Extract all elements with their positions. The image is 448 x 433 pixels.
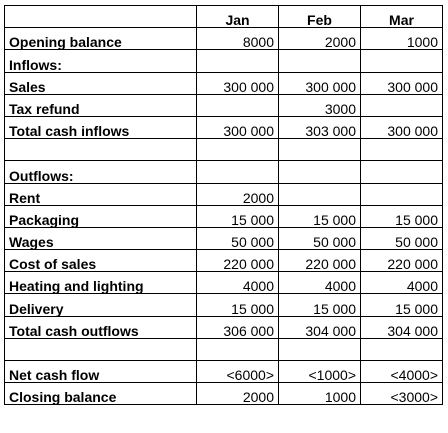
cell-jan: 300 000 — [196, 115, 279, 140]
cell-feb: 50 000 — [278, 226, 361, 251]
cell-jan: 2000 — [196, 182, 279, 206]
row-label: Packaging — [4, 204, 197, 228]
row-net-cash-flow: Net cash flow <6000> <1000> <4000> — [4, 359, 443, 384]
cell-mar: 50 000 — [360, 226, 443, 251]
cell-feb — [278, 49, 361, 73]
row-wages: Wages 50 000 50 000 50 000 — [4, 226, 443, 251]
cell-mar: 15 000 — [360, 204, 443, 228]
cell-mar — [360, 93, 443, 117]
row-label: Rent — [4, 182, 197, 206]
cell-mar — [360, 182, 443, 206]
row-label: Closing balance — [4, 382, 197, 406]
cell-mar: 300 000 — [360, 115, 443, 140]
cell-mar: 4000 — [360, 271, 443, 295]
row-label: Outflows: — [4, 160, 197, 184]
header-corner — [4, 4, 197, 29]
row-cost-of-sales: Cost of sales 220 000 220 000 220 000 — [4, 249, 443, 273]
cell-jan — [196, 160, 279, 184]
row-label — [4, 138, 197, 162]
cell-mar: <4000> — [360, 359, 443, 384]
cell-mar — [360, 49, 443, 73]
cell-feb: 4000 — [278, 271, 361, 295]
cell-mar: 300 000 — [360, 71, 443, 95]
cell-jan: 2000 — [196, 382, 279, 406]
header-row: Jan Feb Mar — [4, 4, 443, 29]
cell-mar — [360, 138, 443, 162]
cell-feb: <1000> — [278, 359, 361, 384]
row-total-cash-inflows: Total cash inflows 300 000 303 000 300 0… — [4, 115, 443, 140]
cell-jan: 15 000 — [196, 293, 279, 317]
row-label: Cost of sales — [4, 249, 197, 273]
cell-mar: <3000> — [360, 382, 443, 406]
cell-feb: 15 000 — [278, 293, 361, 317]
row-sales: Sales 300 000 300 000 300 000 — [4, 71, 443, 95]
cell-jan: 306 000 — [196, 315, 279, 339]
row-label — [4, 337, 197, 362]
cell-jan: 8000 — [196, 27, 279, 51]
cell-feb: 2000 — [278, 27, 361, 51]
row-label: Sales — [4, 71, 197, 95]
row-spacer — [4, 337, 443, 362]
row-label: Heating and lighting — [4, 271, 197, 295]
cell-mar: 304 000 — [360, 315, 443, 339]
cell-jan: <6000> — [196, 359, 279, 384]
cell-feb: 300 000 — [278, 71, 361, 95]
cell-feb: 304 000 — [278, 315, 361, 339]
column-header-feb: Feb — [278, 4, 361, 29]
column-header-jan: Jan — [196, 4, 279, 29]
cell-feb — [278, 182, 361, 206]
cell-jan: 15 000 — [196, 204, 279, 228]
cell-feb — [278, 138, 361, 162]
row-label: Wages — [4, 226, 197, 251]
cell-feb: 15 000 — [278, 204, 361, 228]
row-rent: Rent 2000 — [4, 182, 443, 206]
cell-jan — [196, 49, 279, 73]
cell-mar: 15 000 — [360, 293, 443, 317]
row-delivery: Delivery 15 000 15 000 15 000 — [4, 293, 443, 317]
cell-feb — [278, 337, 361, 362]
row-outflows-heading: Outflows: — [4, 160, 443, 184]
row-label: Total cash inflows — [4, 115, 197, 140]
row-label: Tax refund — [4, 93, 197, 117]
cell-jan: 50 000 — [196, 226, 279, 251]
row-total-cash-outflows: Total cash outflows 306 000 304 000 304 … — [4, 315, 443, 339]
row-label: Opening balance — [4, 27, 197, 51]
row-label: Inflows: — [4, 49, 197, 73]
cell-feb: 303 000 — [278, 115, 361, 140]
column-header-mar: Mar — [360, 4, 443, 29]
row-tax-refund: Tax refund 3000 — [4, 93, 443, 117]
cell-mar — [360, 337, 443, 362]
row-label: Net cash flow — [4, 359, 197, 384]
row-label: Delivery — [4, 293, 197, 317]
cash-flow-table: Jan Feb Mar Opening balance 8000 2000 10… — [4, 4, 443, 406]
cell-jan: 220 000 — [196, 249, 279, 273]
cell-feb: 1000 — [278, 382, 361, 406]
cell-feb — [278, 160, 361, 184]
cell-mar: 1000 — [360, 27, 443, 51]
cell-jan — [196, 93, 279, 117]
cell-mar — [360, 160, 443, 184]
cell-mar: 220 000 — [360, 249, 443, 273]
cell-feb: 3000 — [278, 93, 361, 117]
cell-jan: 300 000 — [196, 71, 279, 95]
cell-jan — [196, 337, 279, 362]
row-opening-balance: Opening balance 8000 2000 1000 — [4, 27, 443, 51]
row-closing-balance: Closing balance 2000 1000 <3000> — [4, 382, 443, 406]
cell-feb: 220 000 — [278, 249, 361, 273]
row-heating-and-lighting: Heating and lighting 4000 4000 4000 — [4, 271, 443, 295]
cell-jan: 4000 — [196, 271, 279, 295]
row-label: Total cash outflows — [4, 315, 197, 339]
row-inflows-heading: Inflows: — [4, 49, 443, 73]
row-spacer — [4, 138, 443, 162]
row-packaging: Packaging 15 000 15 000 15 000 — [4, 204, 443, 228]
cell-jan — [196, 138, 279, 162]
